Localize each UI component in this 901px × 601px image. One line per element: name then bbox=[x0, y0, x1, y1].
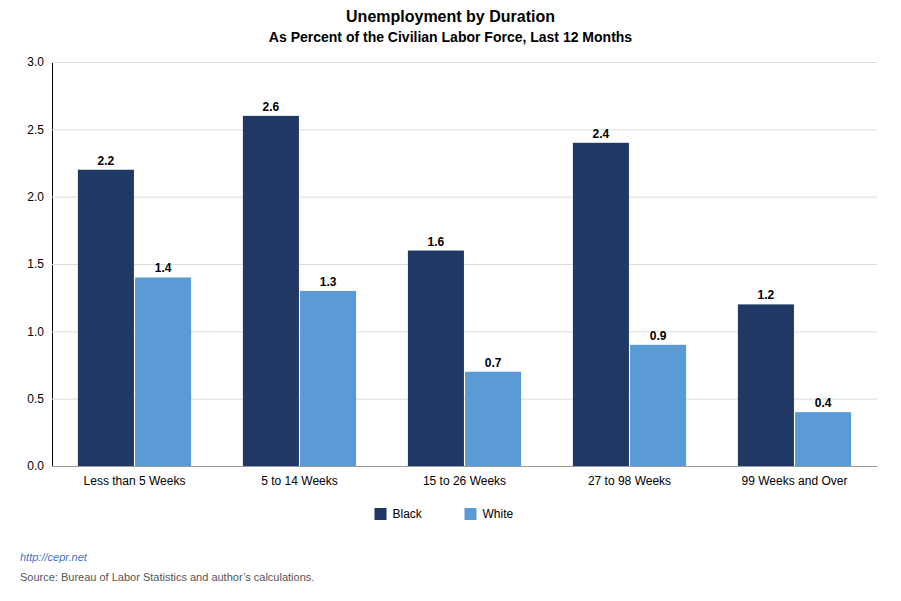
legend-label: White bbox=[483, 507, 514, 521]
y-tick: 2.5 bbox=[27, 123, 877, 137]
legend: Black White bbox=[375, 507, 514, 521]
x-tick-label: 27 to 98 Weeks bbox=[588, 474, 671, 488]
y-tick-label: 3.0 bbox=[27, 55, 44, 69]
y-axis-line bbox=[53, 63, 878, 467]
x-tick-label: 5 to 14 Weeks bbox=[261, 474, 338, 488]
y-tick-label: 1.0 bbox=[27, 325, 44, 339]
grid-line bbox=[52, 129, 877, 130]
bar bbox=[135, 277, 191, 466]
footnote: Source: Bureau of Labor Statistics and a… bbox=[20, 571, 314, 583]
plot: 0.0 0.5 1.0 1.5 2.0 2.5 3.0 Less than 5 Weeks 5 … bbox=[27, 55, 877, 487]
data-label: 1.6 bbox=[428, 235, 445, 249]
legend-swatch bbox=[465, 508, 477, 520]
bar bbox=[408, 251, 464, 466]
x-tick-label: 15 to 26 Weeks bbox=[423, 474, 506, 488]
data-label: 2.4 bbox=[593, 127, 610, 141]
x-tick: 15 to 26 Weeks bbox=[423, 474, 506, 488]
y-tick: 2.0 bbox=[27, 190, 877, 204]
data-label: 2.6 bbox=[263, 100, 280, 114]
title: Unemployment by Duration bbox=[346, 8, 555, 25]
y-tick-label: 1.5 bbox=[27, 257, 44, 271]
y-tick-label: 0.5 bbox=[27, 392, 44, 406]
grid-line bbox=[52, 197, 877, 198]
bars bbox=[78, 116, 851, 466]
x-tick: Less than 5 Weeks bbox=[84, 474, 186, 488]
y-axis: 0.0 0.5 1.0 1.5 2.0 2.5 3.0 bbox=[27, 55, 877, 473]
x-tick-label: Less than 5 Weeks bbox=[84, 474, 186, 488]
data-labels: 2.2 2.6 1.6 2.4 1.2 1.4 1.3 0.7 0.9 0.4 bbox=[98, 100, 832, 410]
data-label: 0.7 bbox=[485, 356, 502, 370]
bar bbox=[738, 304, 794, 466]
bar bbox=[300, 291, 356, 466]
bar bbox=[465, 372, 521, 466]
data-label: 1.4 bbox=[155, 261, 172, 275]
y-tick: 3.0 bbox=[27, 55, 877, 69]
bar bbox=[630, 345, 686, 466]
y-tick-label: 0.0 bbox=[27, 459, 44, 473]
x-axis: Less than 5 Weeks 5 to 14 Weeks 15 to 26 W… bbox=[53, 467, 878, 488]
grid-line bbox=[52, 264, 877, 265]
bar bbox=[243, 116, 299, 466]
x-axis-line bbox=[53, 466, 878, 467]
data-label: 0.9 bbox=[650, 329, 667, 343]
grid-line bbox=[52, 62, 877, 63]
x-tick: 99 Weeks and Over bbox=[742, 474, 848, 488]
legend-swatch bbox=[375, 508, 387, 520]
y-tick-label: 2.5 bbox=[27, 123, 44, 137]
data-label: 1.2 bbox=[758, 288, 775, 302]
x-tick-label: 99 Weeks and Over bbox=[742, 474, 848, 488]
footnote: http://cepr.net bbox=[20, 551, 88, 563]
data-label: 2.2 bbox=[98, 154, 115, 168]
bar bbox=[78, 170, 134, 466]
data-label: 1.3 bbox=[320, 275, 337, 289]
bar bbox=[795, 412, 851, 466]
grid-line bbox=[52, 466, 877, 467]
legend-label: Black bbox=[393, 507, 423, 521]
subtitle: As Percent of the Civilian Labor Force, … bbox=[269, 29, 633, 45]
y-tick-label: 2.0 bbox=[27, 190, 44, 204]
legend-item: Black bbox=[375, 507, 423, 521]
chart: Unemployment by Duration As Percent of th… bbox=[0, 0, 901, 601]
legend-item: White bbox=[465, 507, 514, 521]
x-tick: 5 to 14 Weeks bbox=[261, 474, 338, 488]
data-label: 0.4 bbox=[815, 396, 832, 410]
bar bbox=[573, 143, 629, 466]
x-tick: 27 to 98 Weeks bbox=[588, 474, 671, 488]
